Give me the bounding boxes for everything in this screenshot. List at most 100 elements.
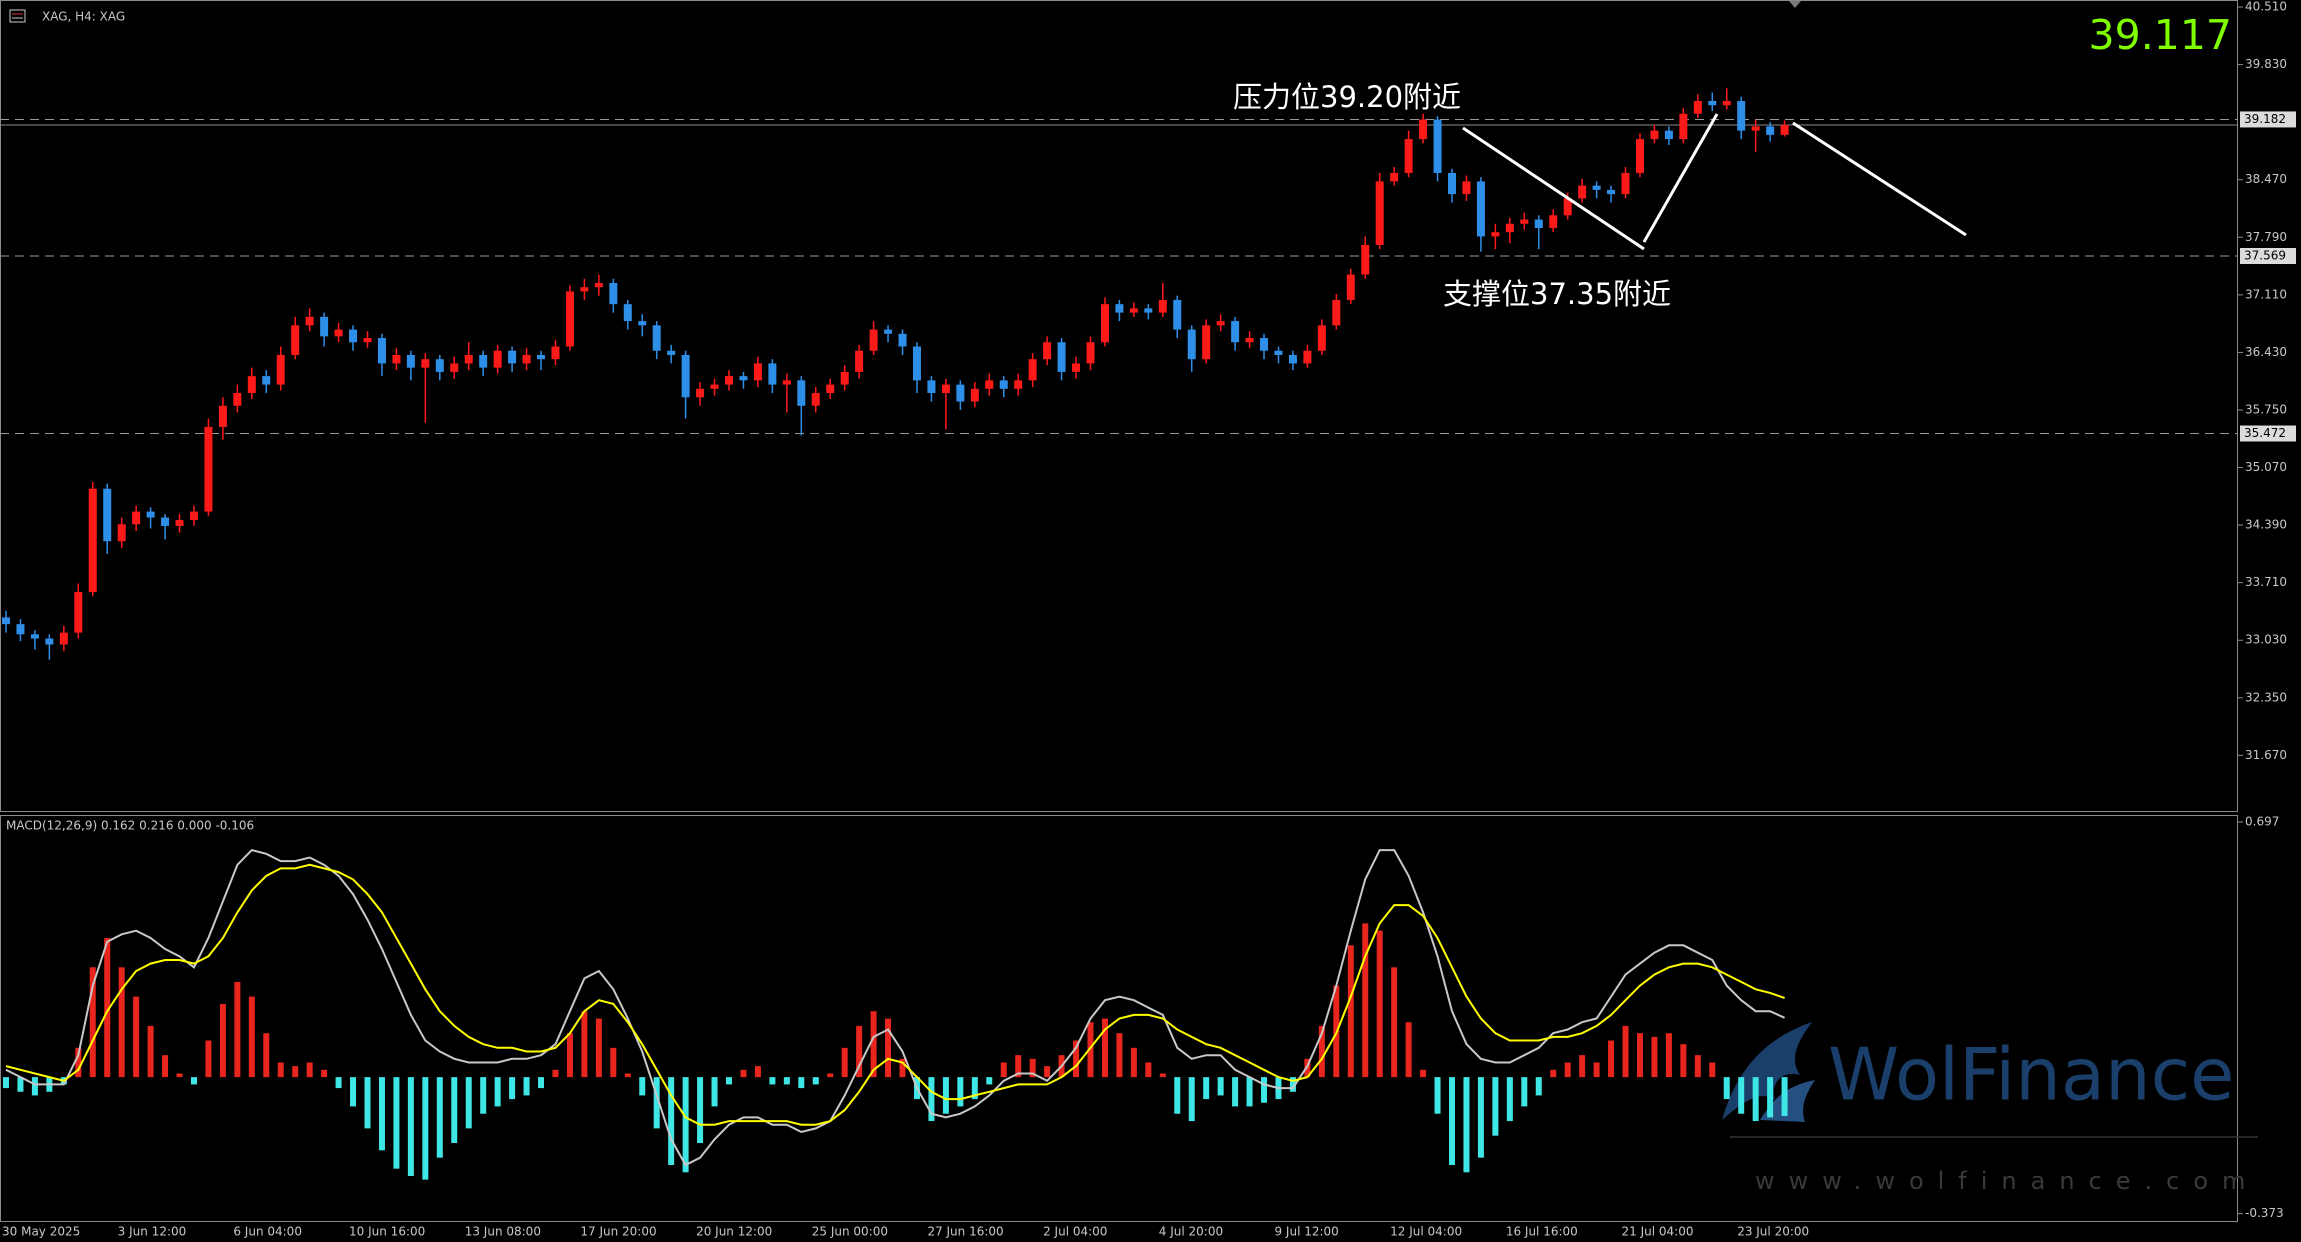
histogram-bar — [1347, 945, 1354, 1078]
histogram-bar — [1651, 1036, 1658, 1078]
candle-body — [377, 338, 386, 364]
candle-body — [1014, 380, 1023, 389]
last-price: 39.117 — [2089, 11, 2232, 59]
watermark-logo — [1722, 1022, 1812, 1120]
candle-body — [74, 591, 83, 633]
histogram-bar — [1506, 1077, 1513, 1122]
candle-body — [161, 517, 170, 526]
candle-body — [1722, 100, 1731, 106]
histogram-bar — [885, 1018, 892, 1078]
candle-body — [1129, 308, 1138, 313]
candle-body — [103, 488, 112, 542]
candle-body — [1043, 342, 1052, 360]
candle-body — [565, 291, 574, 347]
candle-body — [1173, 299, 1182, 330]
candle-body — [956, 384, 965, 402]
histogram-bar — [263, 1033, 270, 1078]
candle-body — [826, 384, 835, 394]
histogram-bar — [1159, 1073, 1166, 1078]
histogram-bar — [986, 1077, 993, 1085]
candle-body — [1303, 350, 1312, 364]
candle-body — [681, 354, 690, 398]
histogram-bar — [1130, 1047, 1137, 1078]
histogram-bar — [566, 1033, 573, 1078]
candle-body — [1563, 198, 1572, 216]
candle-body — [667, 350, 676, 355]
histogram-bar — [89, 967, 96, 1078]
candle-body — [999, 380, 1008, 389]
histogram-bar — [1405, 1022, 1412, 1078]
histogram-bar — [1738, 1077, 1745, 1114]
trend-drawing — [1792, 121, 1967, 237]
histogram-bar — [1116, 1033, 1123, 1078]
x-tick-label: 25 Jun 00:00 — [812, 1225, 888, 1239]
resistance-annotation: 压力位39.20附近 — [1233, 80, 1461, 114]
histogram-bar — [971, 1077, 978, 1100]
histogram-bar — [292, 1066, 299, 1078]
candle-body — [1448, 172, 1456, 195]
x-tick-label: 6 Jun 04:00 — [233, 1225, 302, 1239]
histogram-bar — [1318, 1025, 1325, 1078]
level-label: 35.472 — [2244, 426, 2286, 440]
histogram-bar — [942, 1077, 949, 1114]
candle-body — [811, 393, 820, 406]
candle-body — [262, 376, 271, 385]
candle-body — [45, 638, 54, 645]
histogram-bar — [668, 1077, 675, 1165]
histogram-bar — [928, 1077, 935, 1122]
histogram-bar — [1767, 1077, 1774, 1118]
histogram-bar — [1521, 1077, 1528, 1107]
histogram-bar — [1304, 1058, 1311, 1078]
histogram-bar — [1579, 1055, 1586, 1078]
candle-body — [88, 488, 97, 592]
candle-body — [1549, 215, 1558, 228]
candle-body — [1346, 274, 1355, 300]
candle-body — [1520, 219, 1529, 224]
histogram-bar — [1087, 1022, 1094, 1078]
histogram-bar — [1362, 923, 1369, 1078]
candle-body — [985, 380, 994, 389]
x-tick-label: 9 Jul 12:00 — [1274, 1225, 1338, 1239]
candle-body — [1144, 308, 1153, 313]
histogram-bar — [248, 996, 255, 1078]
histogram-bar — [552, 1069, 559, 1078]
candle-body — [349, 329, 358, 343]
candle-body — [1288, 354, 1297, 364]
level-label-box — [2240, 425, 2296, 442]
histogram-bar — [1073, 1040, 1080, 1078]
x-tick-label: 2 Jul 04:00 — [1043, 1225, 1107, 1239]
candle-body — [782, 380, 791, 385]
candle-body — [1187, 329, 1196, 360]
candle-body — [1751, 126, 1760, 131]
candle-body — [537, 354, 546, 360]
histogram-bar — [133, 996, 140, 1078]
histogram-bar — [1449, 1077, 1455, 1165]
candle-body — [435, 359, 444, 372]
y-tick-label: 32.350 — [2245, 690, 2287, 704]
x-tick-label: 13 Jun 08:00 — [465, 1225, 541, 1239]
histogram-bar — [856, 1025, 863, 1078]
y-tick-label: 39.830 — [2245, 57, 2287, 71]
candle-body — [1057, 342, 1066, 372]
candle-body — [1592, 185, 1601, 190]
candle-body — [1433, 119, 1442, 173]
x-tick-label: 16 Jul 16:00 — [1506, 1225, 1578, 1239]
candle-body — [1635, 139, 1644, 173]
candle-body — [1361, 244, 1370, 275]
candle-body — [1332, 299, 1341, 326]
candle-body — [59, 632, 68, 645]
histogram-bar — [870, 1011, 877, 1078]
x-tick-label: 4 Jul 20:00 — [1159, 1225, 1223, 1239]
histogram-bar — [31, 1077, 38, 1096]
histogram-bar — [350, 1077, 357, 1107]
candle-body — [1462, 181, 1471, 195]
histogram-bar — [697, 1077, 704, 1144]
candle-body — [1115, 304, 1124, 313]
candle-body — [927, 380, 936, 394]
candle-body — [1491, 232, 1500, 237]
y-tick-label: 37.110 — [2245, 287, 2287, 301]
histogram-bar — [1665, 1033, 1672, 1078]
symbol-icon — [9, 9, 26, 23]
y-tick-label: 34.390 — [2245, 518, 2287, 532]
